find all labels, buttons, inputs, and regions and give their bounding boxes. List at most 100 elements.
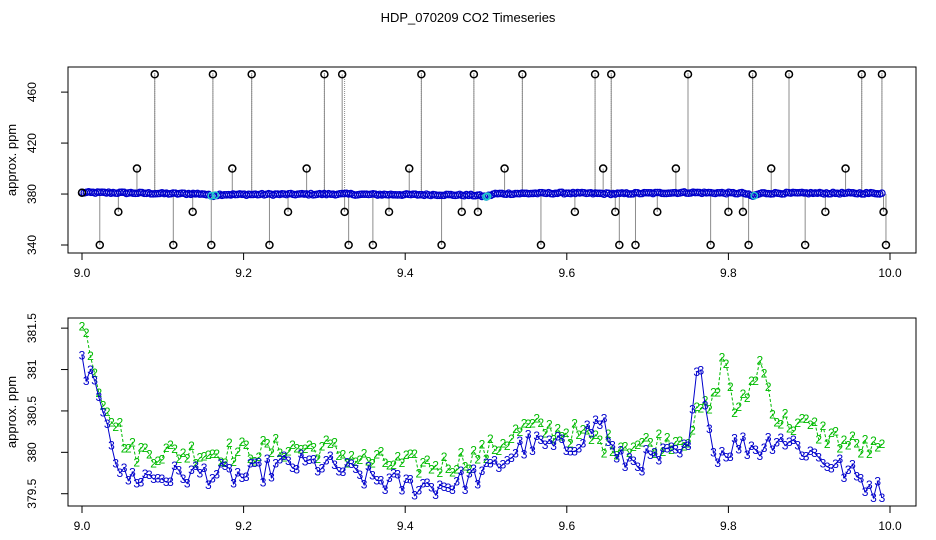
series-glyph: 3 bbox=[676, 446, 683, 460]
series-glyph: 2 bbox=[369, 457, 376, 471]
series-glyph: 2 bbox=[858, 446, 865, 460]
y-tick-label: 381 bbox=[25, 359, 39, 379]
outlier-point bbox=[207, 240, 216, 250]
series-glyph: 2 bbox=[483, 452, 490, 466]
series-glyph: 3 bbox=[331, 458, 338, 472]
series-glyph: 2 bbox=[437, 466, 444, 480]
series-glyph: 2 bbox=[521, 416, 528, 430]
series-glyph: 3 bbox=[344, 456, 351, 470]
series-glyph: 2 bbox=[719, 350, 726, 364]
outlier-point bbox=[340, 207, 349, 217]
y-tick-label: 381.5 bbox=[25, 313, 39, 343]
series-glyph: 3 bbox=[664, 442, 671, 456]
baseline-point bbox=[878, 189, 886, 197]
series-glyph: 3 bbox=[230, 477, 237, 491]
series-glyph: 3 bbox=[706, 422, 713, 436]
series-glyph: 2 bbox=[95, 386, 102, 400]
series-glyph: 3 bbox=[655, 453, 662, 467]
series-glyph: 2 bbox=[394, 450, 401, 464]
y-tick-label: 379.5 bbox=[25, 478, 39, 508]
series-glyph: 2 bbox=[630, 440, 637, 454]
cyan-point bbox=[750, 191, 759, 200]
series-glyph: 2 bbox=[184, 452, 191, 466]
series-glyph: 2 bbox=[525, 417, 532, 431]
outlier-point bbox=[841, 164, 850, 173]
series-glyph: 2 bbox=[769, 407, 776, 421]
series-glyph: 2 bbox=[815, 433, 822, 447]
series-glyph: 3 bbox=[542, 438, 549, 452]
series-glyph: 2 bbox=[605, 427, 612, 441]
series-glyph: 3 bbox=[735, 443, 742, 457]
series-glyph: 3 bbox=[352, 462, 359, 476]
series-glyph: 3 bbox=[613, 451, 620, 465]
series-glyph: 2 bbox=[622, 440, 629, 454]
y-tick-label: 380 bbox=[25, 442, 39, 462]
series-glyph: 3 bbox=[786, 435, 793, 449]
outlier-point bbox=[384, 207, 394, 217]
series-glyph: 3 bbox=[79, 349, 86, 363]
series-glyph: 3 bbox=[175, 463, 182, 477]
panel-top-yticks: 340 380 420 460 bbox=[25, 82, 68, 255]
series-glyph: 3 bbox=[769, 443, 776, 457]
series-glyph: 3 bbox=[138, 475, 145, 489]
series-glyph: 2 bbox=[529, 417, 536, 431]
series-glyph: 2 bbox=[609, 445, 616, 459]
series-glyph: 3 bbox=[550, 439, 557, 453]
series-glyph: 2 bbox=[100, 399, 107, 413]
series-glyph: 2 bbox=[357, 453, 364, 467]
series-glyph: 3 bbox=[525, 427, 532, 441]
panel-bottom-xticks: 9.0 9.2 9.4 9.6 9.8 10.0 bbox=[74, 506, 902, 533]
series-line bbox=[81, 326, 883, 476]
series-glyph: 3 bbox=[538, 433, 545, 447]
series-glyph: 3 bbox=[803, 449, 810, 463]
series-glyph: 3 bbox=[647, 448, 654, 462]
series-glyph: 3 bbox=[685, 439, 692, 453]
outlier-point bbox=[800, 240, 810, 250]
series-glyph: 3 bbox=[150, 472, 157, 486]
series-glyph: 2 bbox=[255, 450, 262, 464]
series-glyph: 3 bbox=[584, 418, 591, 432]
series-glyph: 2 bbox=[538, 416, 545, 430]
series-glyph: 3 bbox=[483, 456, 490, 470]
outlier-point bbox=[683, 70, 693, 79]
series-glyph: 3 bbox=[820, 457, 827, 471]
series-glyph: 2 bbox=[251, 454, 258, 468]
series-glyph: 3 bbox=[234, 466, 241, 480]
series-glyph: 3 bbox=[533, 429, 540, 443]
series-glyph: 2 bbox=[104, 405, 111, 419]
series-glyph: 3 bbox=[858, 472, 865, 486]
series-glyph: 3 bbox=[373, 473, 380, 487]
series-glyph: 3 bbox=[394, 467, 401, 481]
series-glyph: 3 bbox=[672, 443, 679, 457]
series-glyph: 3 bbox=[314, 465, 321, 479]
series-glyph: 3 bbox=[154, 472, 161, 486]
y-tick-label: 340 bbox=[25, 235, 39, 255]
outlier-point bbox=[344, 240, 353, 250]
series-glyph: 2 bbox=[773, 416, 780, 430]
series-glyph: 3 bbox=[508, 451, 515, 465]
series-glyph: 3 bbox=[298, 447, 305, 461]
series-glyph: 3 bbox=[794, 438, 801, 452]
x-tick-label: 9.8 bbox=[720, 519, 737, 533]
x-tick-label: 9.6 bbox=[558, 266, 575, 280]
series-glyph: 2 bbox=[180, 446, 187, 460]
series-glyph: 2 bbox=[260, 434, 267, 448]
series-glyph: 2 bbox=[403, 448, 410, 462]
series-glyph: 2 bbox=[272, 431, 279, 445]
series-glyph: 2 bbox=[567, 437, 574, 451]
series-glyph: 3 bbox=[698, 364, 705, 378]
outlier-point bbox=[404, 164, 414, 173]
series-glyph: 2 bbox=[218, 455, 225, 469]
series-glyph: 3 bbox=[710, 446, 717, 460]
series-glyph: 2 bbox=[571, 416, 578, 430]
series-glyph: 3 bbox=[188, 463, 195, 477]
series-glyph: 2 bbox=[407, 447, 414, 461]
outlier-point bbox=[631, 240, 640, 250]
series-glyph: 3 bbox=[281, 449, 288, 463]
series-glyph: 2 bbox=[879, 437, 886, 451]
series-glyph: 3 bbox=[420, 477, 427, 491]
series-glyph: 2 bbox=[112, 420, 119, 434]
series-glyph: 2 bbox=[213, 447, 220, 461]
panel-bottom-plot: 2222222222222222222222222222222222222222… bbox=[79, 320, 886, 505]
series-glyph: 3 bbox=[563, 444, 570, 458]
